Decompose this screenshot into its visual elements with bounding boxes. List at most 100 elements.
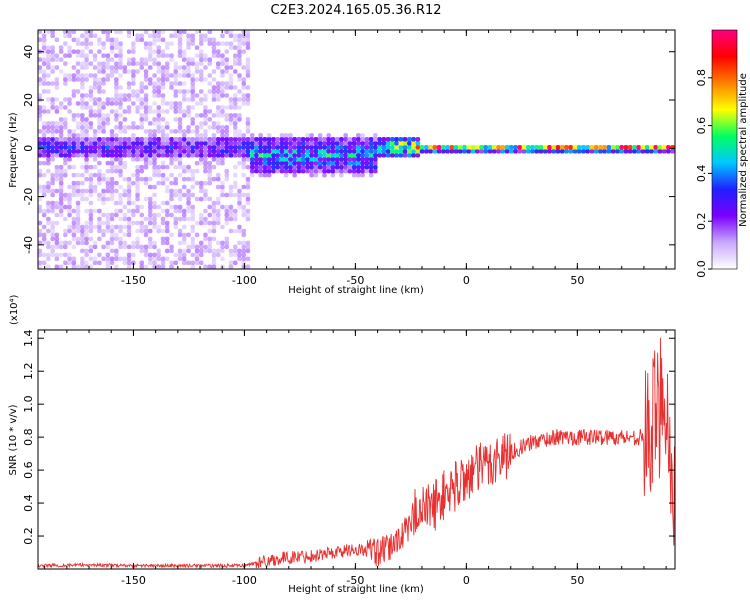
heatmap-cell <box>148 41 153 46</box>
heatmap-cell <box>46 168 51 174</box>
heatmap-cell <box>211 49 217 54</box>
heatmap-cell <box>360 172 365 178</box>
heatmap-cell <box>41 141 47 146</box>
heatmap-cell <box>160 200 166 206</box>
heatmap-cell <box>80 192 85 198</box>
heatmap-cell <box>139 125 144 130</box>
heatmap-cell <box>131 73 136 78</box>
heatmap-cell <box>487 149 493 154</box>
snr-ticks: -150 -100 -50 0 500.20.40.60.81.01.21.4 <box>22 329 675 587</box>
heatmap-cell <box>58 133 64 138</box>
heatmap-cell <box>135 164 140 170</box>
heatmap-cell <box>292 141 297 146</box>
heatmap-cell <box>92 256 98 261</box>
heatmap-cell <box>71 256 77 261</box>
heatmap-cell <box>101 101 106 106</box>
heatmap-cell <box>71 149 77 154</box>
heatmap-cell <box>186 125 191 130</box>
heatmap-cell <box>351 145 357 150</box>
heatmap-cell <box>279 141 285 146</box>
heatmap-cell <box>368 164 374 170</box>
spectrogram-x-tick-label: -150 <box>121 274 146 287</box>
heatmap-cell <box>67 224 72 230</box>
heatmap-cell <box>224 85 229 90</box>
heatmap-cell <box>63 77 68 82</box>
heatmap-cell <box>84 264 89 269</box>
heatmap-cell <box>84 117 89 122</box>
heatmap-cell <box>309 172 314 178</box>
heatmap-cell <box>152 212 157 218</box>
heatmap-cell <box>84 188 89 194</box>
heatmap-cell <box>220 41 225 46</box>
heatmap-cell <box>407 141 412 146</box>
snr-panel: -150 -100 -50 0 500.20.40.60.81.01.21.4 Heig… <box>8 294 676 595</box>
heatmap-cell <box>360 157 365 162</box>
heatmap-cell <box>216 93 221 98</box>
heatmap-cell <box>334 141 340 146</box>
heatmap-cell <box>84 164 89 170</box>
heatmap-cell <box>216 65 221 70</box>
heatmap-cell <box>356 153 361 158</box>
snr-series-line <box>38 337 675 569</box>
heatmap-cell <box>275 157 280 162</box>
heatmap-cell <box>203 236 208 242</box>
heatmap-cell <box>109 137 115 142</box>
heatmap-cell <box>122 188 128 194</box>
heatmap-cell <box>126 153 132 158</box>
snr-y-scale-label: (x10⁴) <box>9 294 20 325</box>
heatmap-cell <box>156 129 161 134</box>
heatmap-cell <box>88 172 94 178</box>
heatmap-cell <box>126 30 132 34</box>
heatmap-cell <box>177 65 183 70</box>
heatmap-cell <box>160 101 166 106</box>
heatmap-cell <box>38 141 43 146</box>
heatmap-cell <box>126 176 132 182</box>
heatmap-cell <box>292 168 297 174</box>
heatmap-cell <box>148 121 153 126</box>
heatmap-cell <box>373 149 378 154</box>
heatmap-cell <box>224 81 229 86</box>
heatmap-cell <box>330 164 336 170</box>
heatmap-cell <box>148 81 153 86</box>
heatmap-cell <box>241 149 246 154</box>
heatmap-cell <box>526 145 531 150</box>
heatmap-cell <box>173 192 178 198</box>
heatmap-cell <box>92 33 98 38</box>
heatmap-cell <box>224 176 229 182</box>
heatmap-cell <box>46 89 51 94</box>
heatmap-cell <box>97 89 102 94</box>
heatmap-cell <box>160 149 166 154</box>
heatmap-cell <box>63 149 68 154</box>
heatmap-cell <box>262 157 268 162</box>
heatmap-cell <box>220 89 225 94</box>
heatmap-cell <box>122 224 128 230</box>
heatmap-cell <box>194 93 200 98</box>
heatmap-cell <box>373 157 378 162</box>
heatmap-cell <box>394 145 399 150</box>
heatmap-cell <box>118 256 123 261</box>
heatmap-cell <box>156 153 161 158</box>
heatmap-cell <box>80 101 85 106</box>
heatmap-cell <box>156 125 161 130</box>
heatmap-cell <box>258 153 263 158</box>
heatmap-cell <box>122 149 128 154</box>
heatmap-cell <box>224 168 229 174</box>
heatmap-cell <box>334 153 340 158</box>
heatmap-cell <box>186 65 191 70</box>
heatmap-cell <box>194 244 200 250</box>
heatmap-cell <box>356 157 361 162</box>
heatmap-cell <box>148 252 153 258</box>
colorbar-tick-label: 0.0 <box>695 260 708 278</box>
heatmap-cell <box>122 125 128 130</box>
heatmap-cell <box>118 49 123 54</box>
heatmap-cell <box>216 85 221 90</box>
snr-y-tick-label: 0.2 <box>22 527 35 545</box>
heatmap-cell <box>118 160 123 166</box>
heatmap-cell <box>237 53 242 58</box>
heatmap-cell <box>97 208 102 214</box>
heatmap-cell <box>114 93 119 98</box>
heatmap-cell <box>241 160 246 166</box>
heatmap-cell <box>160 160 166 166</box>
heatmap-cell <box>97 172 102 178</box>
heatmap-cell <box>143 164 149 170</box>
